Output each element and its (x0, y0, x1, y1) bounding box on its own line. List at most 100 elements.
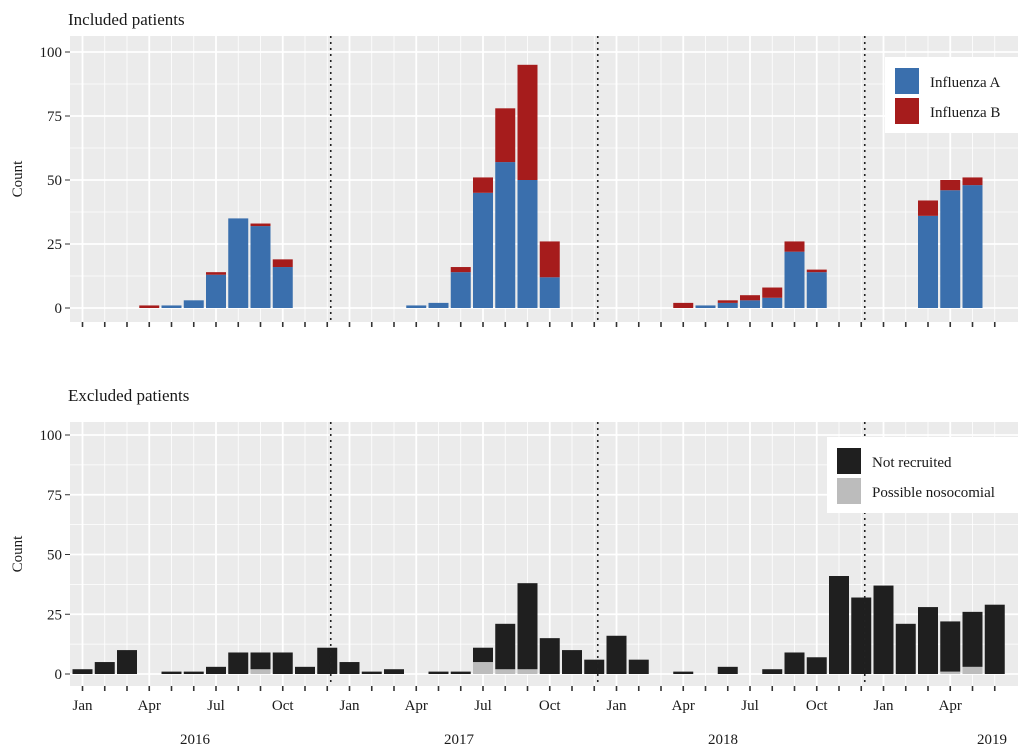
bar-influenza-b (450, 267, 471, 273)
x-tick-label: Oct (539, 698, 561, 714)
y-axis-label: Count (10, 535, 26, 573)
year-label: 2016 (180, 732, 211, 748)
bar-possible-nosocomial (473, 662, 493, 674)
bar-influenza-a (517, 180, 538, 308)
bar-influenza-b (272, 259, 293, 268)
bar-influenza-b (940, 180, 961, 191)
bar-not-recruited (317, 647, 338, 674)
bar-not-recruited (72, 669, 93, 674)
bar-not-recruited (984, 604, 1005, 674)
bar-influenza-b (539, 241, 560, 278)
bar-not-recruited (183, 671, 204, 674)
bar-not-recruited (962, 611, 983, 667)
bar-influenza-b (740, 295, 760, 301)
bar-influenza-b (495, 108, 516, 163)
bar-possible-nosocomial (940, 671, 961, 674)
y-tick-label: 50 (47, 548, 62, 564)
x-tick-label: Apr (138, 698, 161, 714)
bar-influenza-a (161, 305, 182, 308)
bar-influenza-a (406, 305, 427, 308)
bar-not-recruited (584, 659, 605, 674)
legend-label: Not recruited (872, 455, 952, 471)
bar-possible-nosocomial (517, 669, 538, 674)
bar-not-recruited (450, 671, 471, 674)
bar-influenza-a (539, 277, 560, 308)
year-label: 2019 (977, 732, 1007, 748)
x-tick-label: Apr (939, 698, 962, 714)
legend-swatch (837, 478, 861, 504)
bar-not-recruited (428, 671, 449, 674)
bar-influenza-b (673, 302, 694, 308)
bar-not-recruited (673, 671, 694, 674)
bar-not-recruited (606, 635, 627, 674)
bar-influenza-a (695, 305, 716, 308)
bar-not-recruited (473, 647, 493, 663)
bar-influenza-a (250, 226, 271, 308)
bar-influenza-a (740, 300, 760, 308)
bar-not-recruited (228, 652, 249, 674)
x-tick-label: Jul (207, 698, 225, 714)
bar-influenza-a (450, 272, 471, 308)
bar-influenza-b (806, 269, 827, 273)
bar-influenza-a (940, 190, 961, 308)
bar-influenza-b (918, 200, 938, 216)
panel-title: Excluded patients (68, 386, 189, 405)
bar-possible-nosocomial (962, 666, 983, 674)
bar-influenza-a (495, 162, 516, 308)
x-tick-label: Jan (607, 698, 627, 714)
bar-influenza-a (784, 251, 805, 308)
bar-not-recruited (272, 652, 293, 674)
bar-not-recruited (161, 671, 182, 674)
bar-influenza-b (962, 177, 983, 186)
bar-not-recruited (717, 666, 738, 674)
y-tick-label: 0 (55, 301, 63, 317)
bar-not-recruited (829, 576, 849, 674)
bar-influenza-b (206, 272, 226, 275)
x-tick-label: Jan (340, 698, 360, 714)
legend-swatch (895, 68, 919, 94)
x-tick-label: Apr (405, 698, 428, 714)
legend-swatch (895, 98, 919, 124)
bar-influenza-a (228, 218, 249, 308)
bar-not-recruited (295, 666, 315, 674)
x-tick-label: Oct (806, 698, 828, 714)
panel-title: Included patients (68, 10, 185, 29)
bar-not-recruited (117, 650, 137, 674)
year-label: 2017 (444, 732, 475, 748)
y-tick-label: 100 (40, 428, 63, 444)
bar-influenza-a (717, 302, 738, 308)
bar-not-recruited (250, 652, 271, 670)
legend-label: Influenza A (930, 75, 1001, 91)
y-tick-label: 0 (55, 667, 63, 683)
bar-influenza-a (962, 185, 983, 308)
bar-possible-nosocomial (495, 669, 516, 674)
x-tick-label: Jul (741, 698, 759, 714)
bar-not-recruited (361, 671, 382, 674)
bar-not-recruited (517, 583, 538, 670)
bar-not-recruited (628, 659, 649, 674)
y-tick-label: 100 (40, 45, 63, 61)
legend-label: Influenza B (930, 105, 1000, 121)
bar-not-recruited (384, 669, 404, 674)
y-tick-label: 75 (47, 488, 62, 504)
bar-influenza-a (206, 274, 226, 308)
bar-not-recruited (539, 638, 560, 674)
y-axis-label: Count (10, 160, 26, 198)
bar-not-recruited (94, 662, 115, 674)
bar-influenza-a (428, 302, 449, 308)
bar-influenza-a (762, 297, 783, 308)
bar-influenza-a (473, 192, 493, 308)
x-tick-label: Jan (73, 698, 93, 714)
bar-influenza-b (784, 241, 805, 252)
bar-not-recruited (806, 657, 827, 674)
bar-not-recruited (206, 666, 226, 674)
bar-not-recruited (339, 662, 360, 674)
bar-not-recruited (495, 623, 516, 670)
y-tick-label: 25 (47, 237, 62, 253)
y-tick-label: 75 (47, 109, 62, 125)
x-tick-label: Oct (272, 698, 294, 714)
bar-not-recruited (784, 652, 805, 674)
bar-influenza-a (183, 300, 204, 308)
bar-influenza-b (717, 300, 738, 303)
